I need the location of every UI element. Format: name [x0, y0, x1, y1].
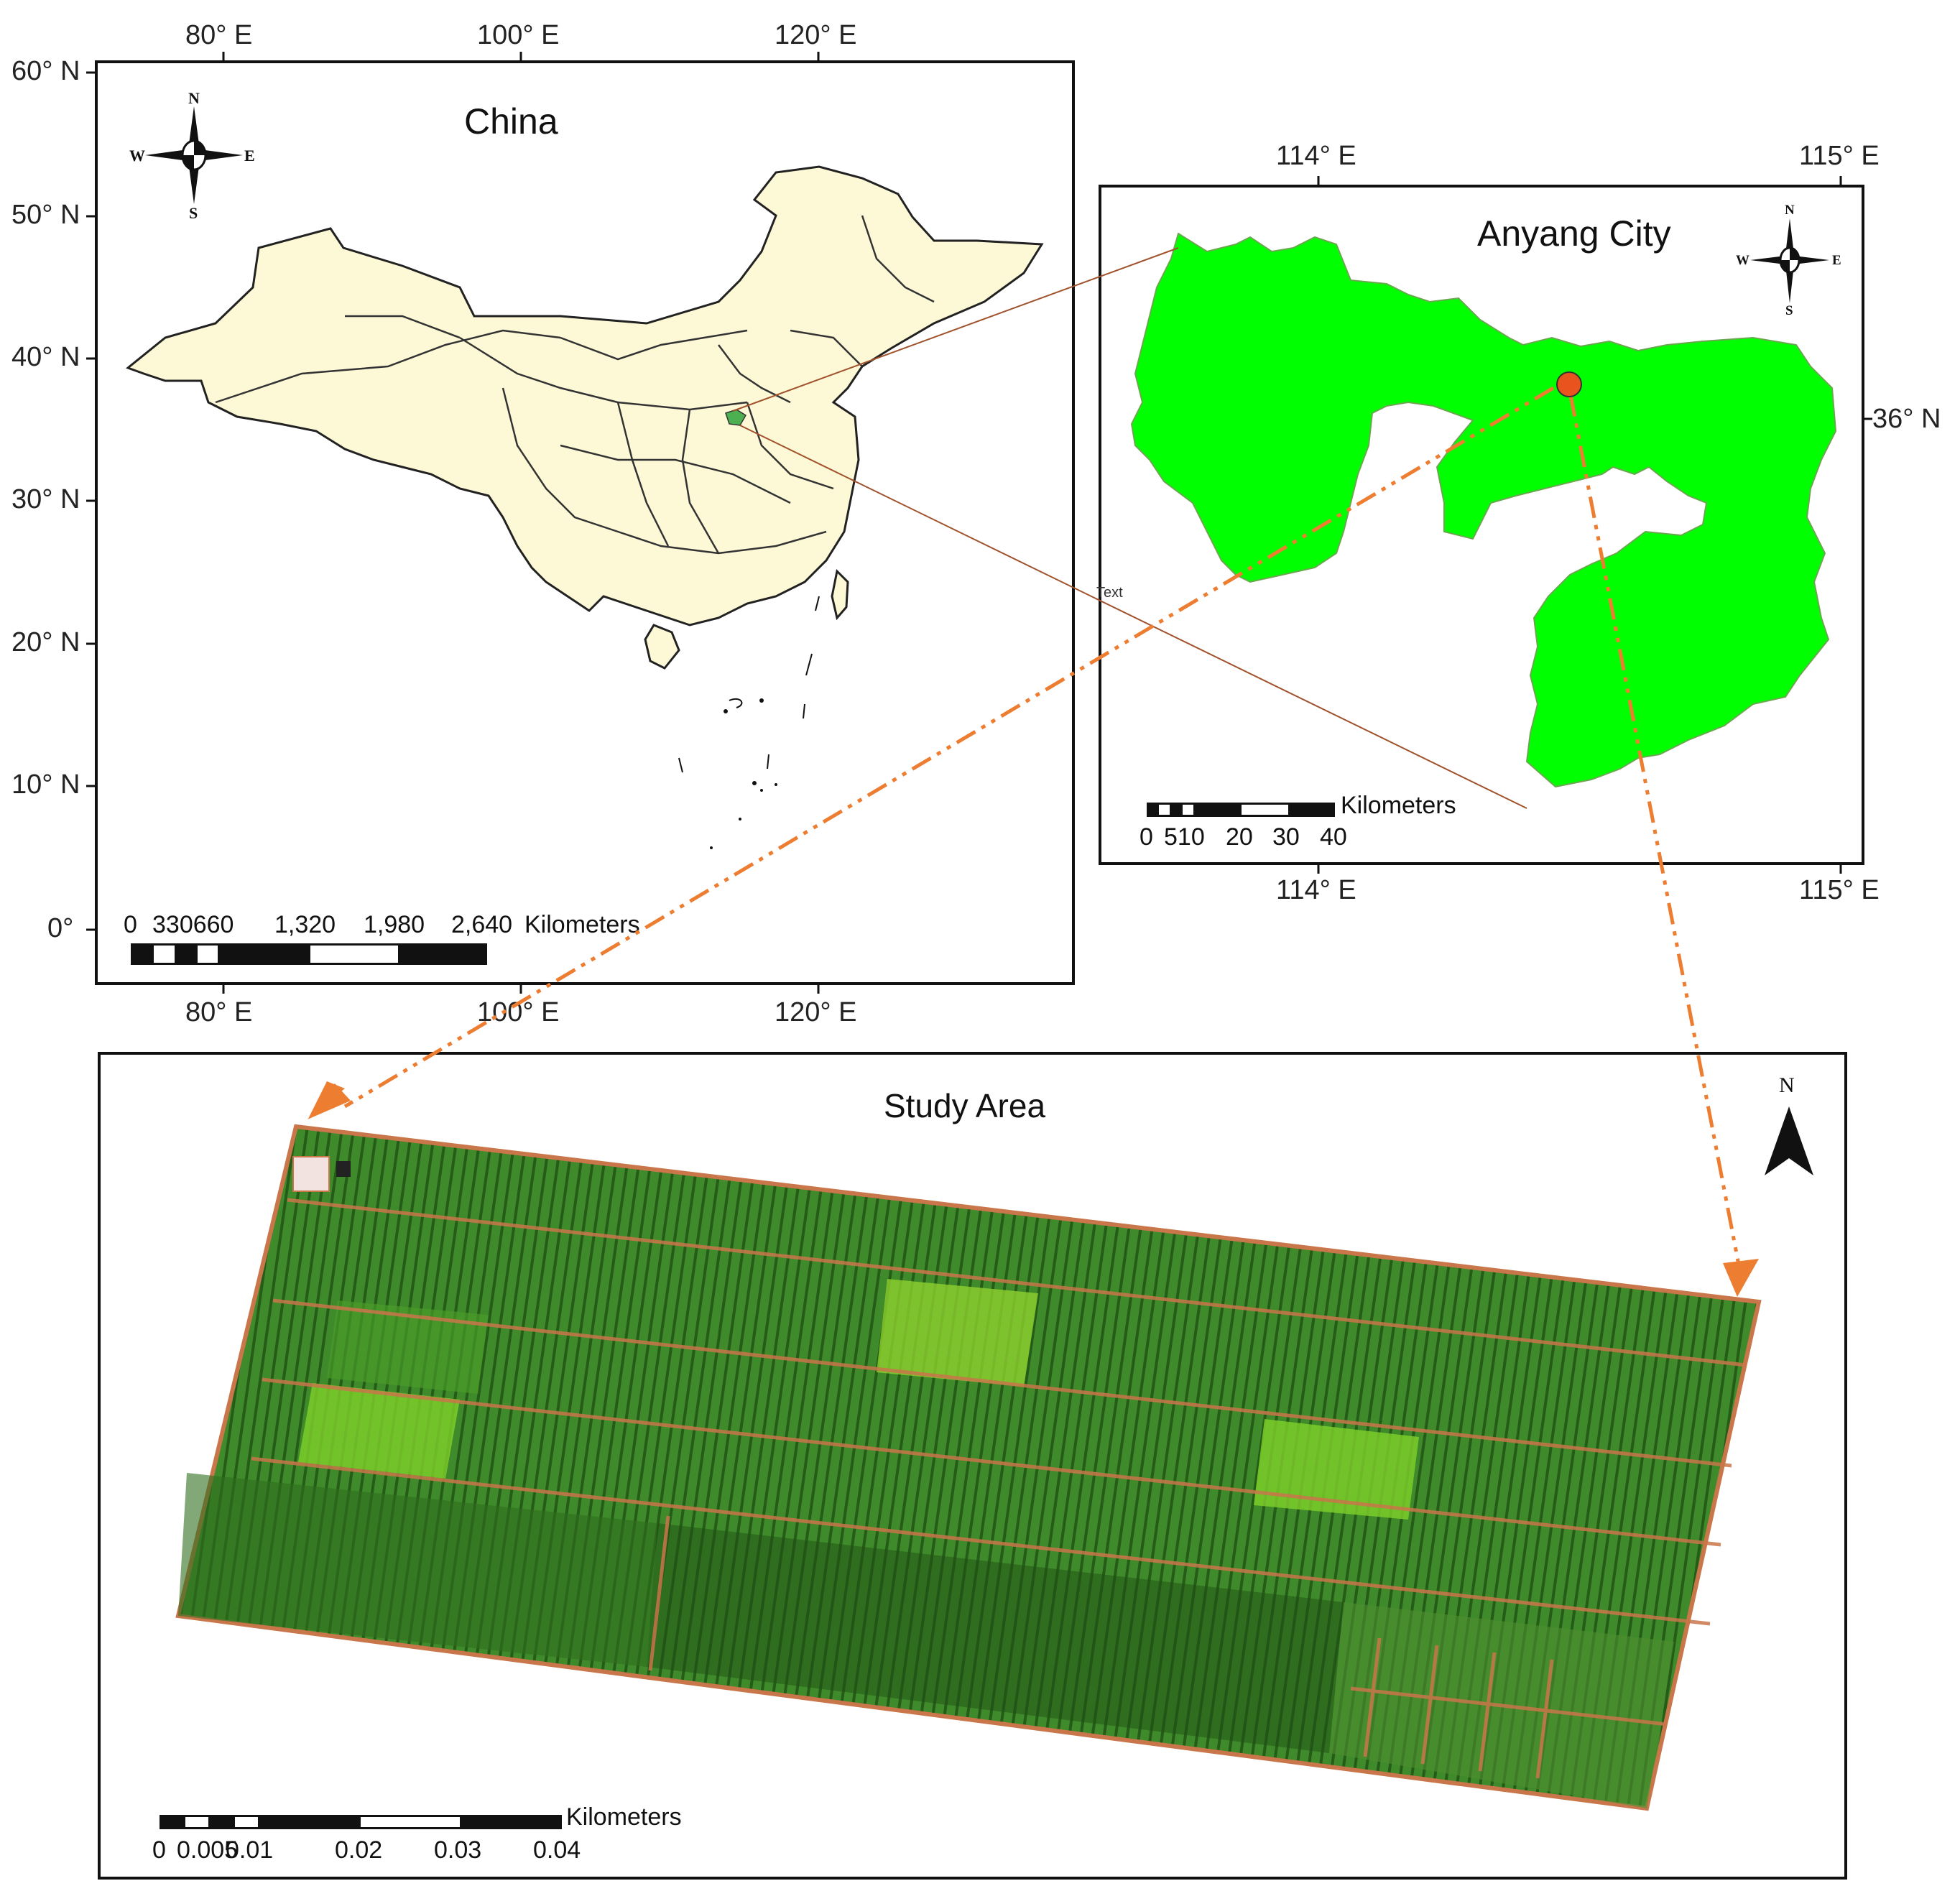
anyang-compass: N S W E	[1736, 203, 1844, 318]
study-area-north-label: N	[1779, 1073, 1795, 1097]
anyang-scale-bar	[1147, 803, 1335, 817]
china-lat-tick-20: 20° N	[11, 627, 80, 657]
north-arrow-icon	[1765, 1106, 1813, 1175]
china-lat-tick-10: 10° N	[11, 769, 80, 800]
china-scale-label-0: 0	[124, 911, 137, 938]
compass-w-label: W	[129, 147, 145, 165]
compass-e-label: E	[1832, 253, 1841, 268]
anyang-lat-tick-36: 36° N	[1872, 404, 1941, 434]
china-scale-label-1320: 1,320	[274, 911, 336, 938]
study-area-scale-label-002: 0.02	[335, 1836, 383, 1864]
anyang-map-title: Anyang City	[1477, 213, 1671, 254]
study-area-scale-bar	[160, 1815, 562, 1829]
anyang-scale-label-40: 40	[1320, 823, 1347, 851]
china-lat-tick-50: 50° N	[11, 200, 80, 230]
china-lon-tick-bottom-120: 120° E	[775, 997, 857, 1027]
compass-s-label: S	[1785, 303, 1793, 318]
compass-w-label: W	[1736, 253, 1749, 268]
china-scale-bar	[131, 943, 487, 965]
china-lon-tick-bottom-80: 80° E	[185, 997, 253, 1027]
study-area-scale-label-003: 0.03	[434, 1836, 482, 1864]
study-area-scale-label-001: 0.01	[226, 1836, 274, 1864]
anyang-lon-tick-bottom-114: 114° E	[1276, 875, 1356, 905]
study-area-scale-label-0005: 0.005	[177, 1836, 239, 1864]
site-marker	[1556, 371, 1582, 397]
compass-n-label: N	[188, 89, 200, 107]
china-scale-unit: Kilometers	[524, 911, 640, 938]
anyang-scale-label-20: 20	[1226, 823, 1253, 851]
china-lat-tick-30: 30° N	[11, 484, 80, 514]
compass-rose-icon	[145, 106, 243, 204]
china-lat-tick-0: 0°	[47, 913, 74, 943]
anyang-stray-text-label: Text	[1096, 585, 1123, 601]
anyang-scale-unit: Kilometers	[1341, 792, 1456, 819]
china-lon-tick-top-80: 80° E	[185, 20, 253, 50]
anyang-lon-tick-bottom-115: 115° E	[1799, 875, 1880, 905]
china-lon-tick-top-100: 100° E	[477, 20, 560, 50]
study-area-scale-unit: Kilometers	[566, 1803, 682, 1831]
china-lat-tick-60: 60° N	[11, 56, 80, 86]
compass-e-label: E	[244, 147, 255, 165]
compass-rose-icon	[1750, 218, 1829, 303]
compass-s-label: S	[189, 204, 198, 222]
china-compass: N S W E	[129, 89, 259, 222]
compass-n-label: N	[1785, 203, 1795, 218]
anyang-scale-label-0: 0	[1140, 823, 1153, 851]
study-area-scale-label-0: 0	[152, 1836, 166, 1864]
study-area-title: Study Area	[884, 1087, 1046, 1124]
china-scale-label-1980: 1,980	[364, 911, 425, 938]
china-map-title: China	[464, 101, 558, 142]
study-area-scale-label-004: 0.04	[533, 1836, 581, 1864]
anyang-scale-label-510: 510	[1164, 823, 1205, 851]
china-lat-tick-40: 40° N	[11, 342, 80, 372]
china-lon-tick-top-120: 120° E	[775, 20, 857, 50]
anyang-lon-tick-top-115: 115° E	[1799, 141, 1880, 171]
anyang-lon-tick-top-114: 114° E	[1276, 141, 1356, 171]
anyang-scale-label-30: 30	[1272, 823, 1300, 851]
china-scale-label-2640: 2,640	[451, 911, 513, 938]
china-scale-label-330660: 330660	[152, 911, 234, 938]
